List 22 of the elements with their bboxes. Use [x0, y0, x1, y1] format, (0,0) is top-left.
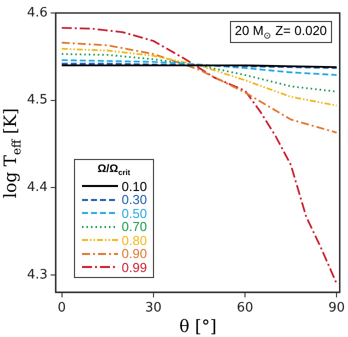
legend-label: 0.50 [122, 206, 147, 221]
y-tick-label: 4.4 [26, 180, 48, 195]
legend-label: 0.10 [122, 178, 147, 194]
y-tick-label: 4.3 [26, 267, 48, 282]
legend-label: 0.99 [122, 260, 147, 275]
legend-label: 0.70 [122, 219, 147, 234]
legend-label: 0.30 [122, 192, 147, 208]
line-series [60, 26, 338, 285]
x-tick-label: 0 [58, 300, 66, 316]
x-tick-label: 60 [236, 300, 254, 316]
y-tick-label: 4.6 [26, 5, 48, 20]
line-series [60, 42, 338, 134]
x-tick-label: 30 [145, 300, 162, 316]
legend-label: 0.90 [122, 246, 147, 262]
line-series [60, 59, 338, 76]
x-tick-label: 90 [328, 300, 345, 316]
x-axis-title: θ [°] [179, 317, 217, 337]
legend-label: 0.80 [122, 232, 147, 248]
line-series [60, 48, 338, 106]
y-tick-label: 4.5 [26, 92, 48, 108]
legend-title: Ω/Ω$_{crit}$ [96, 163, 132, 178]
annotation: 20 M$_{⊙}$ Z= 0.020 [230, 21, 332, 43]
